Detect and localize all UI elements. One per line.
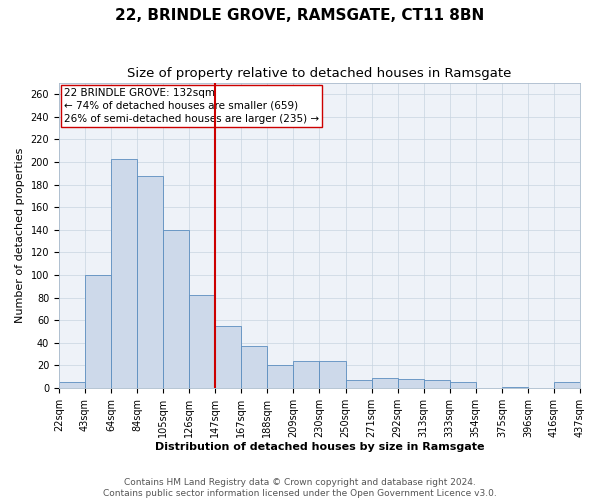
- Bar: [215, 326, 241, 388]
- Bar: [293, 361, 319, 388]
- Bar: [163, 230, 189, 388]
- Y-axis label: Number of detached properties: Number of detached properties: [15, 148, 25, 323]
- Text: Contains HM Land Registry data © Crown copyright and database right 2024.
Contai: Contains HM Land Registry data © Crown c…: [103, 478, 497, 498]
- Bar: [502, 386, 528, 388]
- Bar: [319, 361, 346, 388]
- Bar: [85, 275, 111, 388]
- Bar: [137, 176, 163, 388]
- Bar: [111, 158, 137, 388]
- Bar: [346, 380, 371, 388]
- Bar: [554, 382, 580, 388]
- Text: 22, BRINDLE GROVE, RAMSGATE, CT11 8BN: 22, BRINDLE GROVE, RAMSGATE, CT11 8BN: [115, 8, 485, 22]
- Title: Size of property relative to detached houses in Ramsgate: Size of property relative to detached ho…: [127, 68, 512, 80]
- X-axis label: Distribution of detached houses by size in Ramsgate: Distribution of detached houses by size …: [155, 442, 484, 452]
- Bar: [450, 382, 476, 388]
- Bar: [59, 382, 85, 388]
- Bar: [241, 346, 268, 388]
- Bar: [189, 296, 215, 388]
- Text: 22 BRINDLE GROVE: 132sqm
← 74% of detached houses are smaller (659)
26% of semi-: 22 BRINDLE GROVE: 132sqm ← 74% of detach…: [64, 88, 319, 124]
- Bar: [424, 380, 450, 388]
- Bar: [268, 366, 293, 388]
- Bar: [371, 378, 398, 388]
- Bar: [398, 379, 424, 388]
